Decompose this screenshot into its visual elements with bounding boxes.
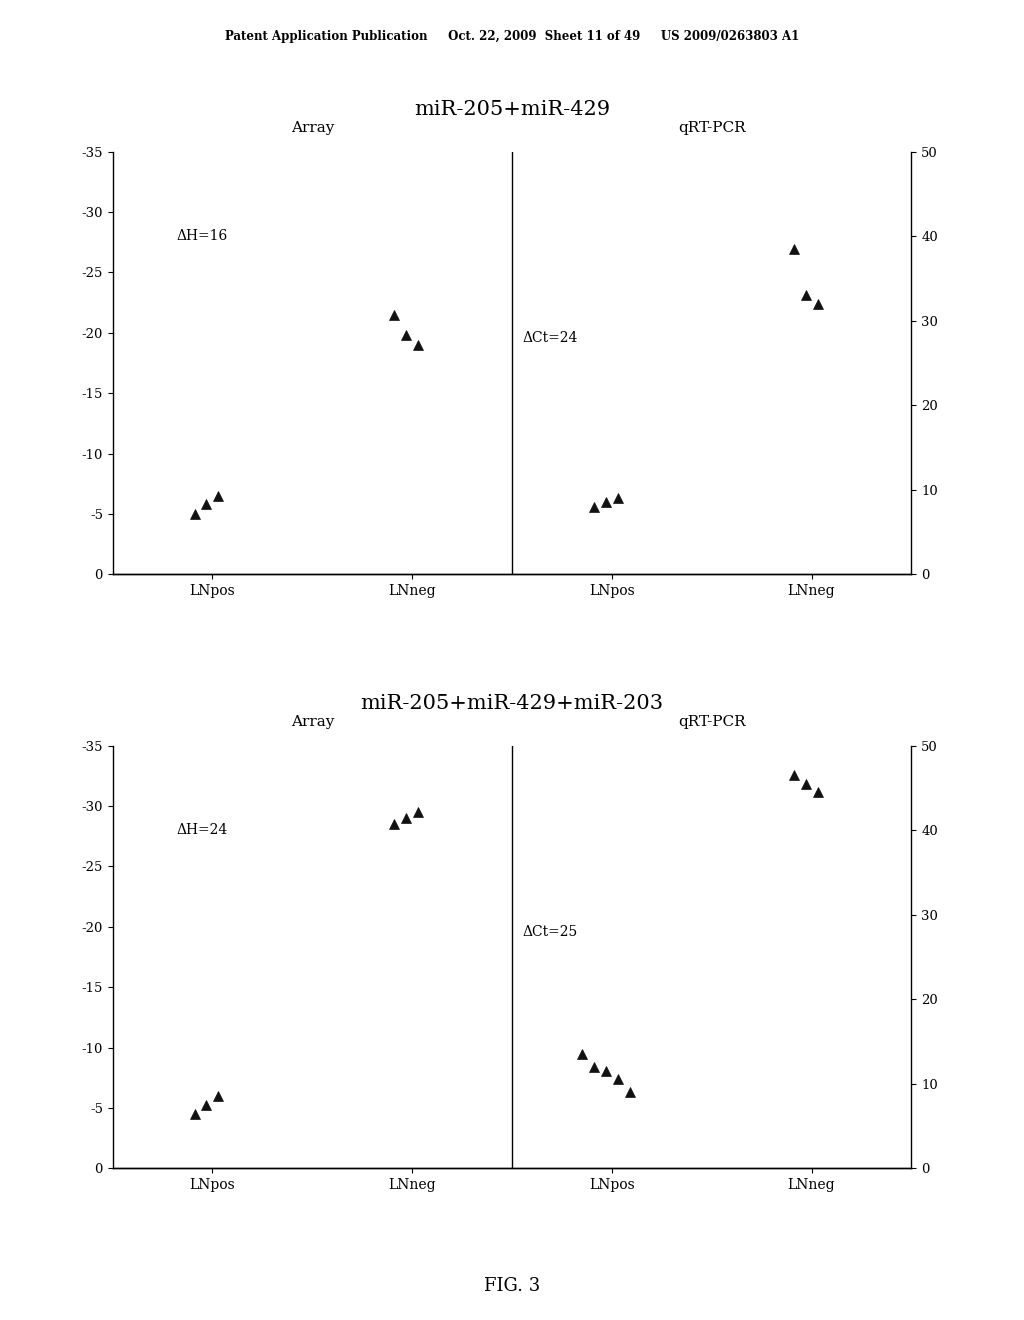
Text: qRT-PCR: qRT-PCR (678, 121, 745, 135)
Text: qRT-PCR: qRT-PCR (678, 715, 745, 729)
Text: Array: Array (291, 121, 334, 135)
Text: FIG. 3: FIG. 3 (484, 1276, 540, 1295)
Text: Array: Array (291, 715, 334, 729)
Text: miR-205+miR-429: miR-205+miR-429 (414, 100, 610, 119)
Text: Patent Application Publication     Oct. 22, 2009  Sheet 11 of 49     US 2009/026: Patent Application Publication Oct. 22, … (225, 30, 799, 44)
Text: ΔCt=25: ΔCt=25 (522, 924, 578, 939)
Text: ΔH=16: ΔH=16 (176, 230, 227, 243)
Text: ΔH=24: ΔH=24 (176, 824, 227, 837)
Text: ΔCt=24: ΔCt=24 (522, 330, 578, 345)
Text: miR-205+miR-429+miR-203: miR-205+miR-429+miR-203 (360, 694, 664, 713)
